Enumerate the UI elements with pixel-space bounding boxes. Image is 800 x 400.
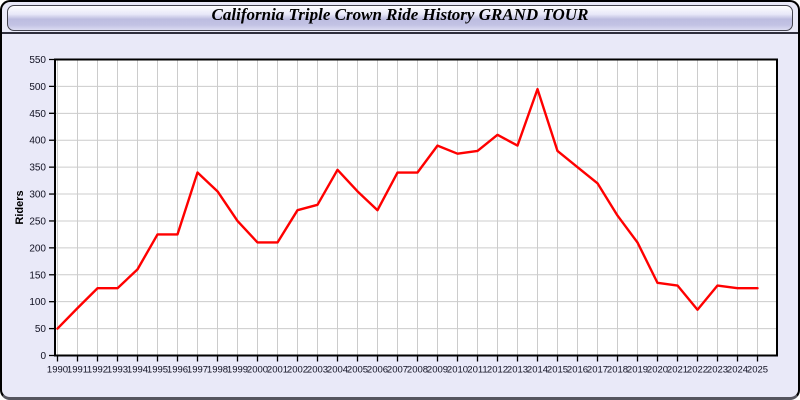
y-axis-tick-label: 450 — [29, 109, 46, 120]
x-axis-tick-label: 2005 — [347, 365, 368, 376]
y-axis-tick-label: 300 — [29, 190, 46, 201]
x-axis-tick-label: 2019 — [627, 365, 648, 376]
x-axis-tick-label: 2002 — [287, 365, 308, 376]
x-axis-tick-label: 2014 — [527, 365, 548, 376]
x-axis-tick-label: 2020 — [647, 365, 668, 376]
x-axis-tick-label: 2008 — [407, 365, 428, 376]
x-axis-tick-label: 2012 — [487, 365, 508, 376]
x-axis-tick-label: 2009 — [427, 365, 448, 376]
y-axis-tick-label: 500 — [29, 82, 46, 93]
x-axis-tick-label: 1991 — [67, 365, 88, 376]
y-axis-tick-label: 550 — [29, 55, 46, 66]
y-axis-tick-label: 100 — [29, 297, 46, 308]
x-axis-tick-label: 1996 — [167, 365, 188, 376]
title-divider — [2, 32, 798, 34]
y-axis-tick-label: 50 — [35, 324, 47, 335]
x-axis-tick-label: 2022 — [687, 365, 708, 376]
x-axis-tick-label: 2024 — [727, 365, 748, 376]
x-axis-tick-label: 2015 — [547, 365, 568, 376]
x-axis-tick-label: 2000 — [247, 365, 268, 376]
x-axis-tick-label: 2011 — [467, 365, 487, 376]
x-axis-tick-label: 2006 — [367, 365, 388, 376]
x-axis-tick-label: 2007 — [387, 365, 408, 376]
x-axis-tick-label: 2016 — [567, 365, 588, 376]
y-axis-title: Riders — [14, 190, 26, 224]
y-axis-tick-label: 0 — [40, 351, 46, 362]
x-axis-tick-label: 1990 — [47, 365, 68, 376]
y-axis-tick-label: 150 — [29, 270, 46, 281]
x-axis-tick-label: 2018 — [607, 365, 628, 376]
x-axis-tick-label: 1993 — [107, 365, 128, 376]
x-axis-tick-label: 1999 — [227, 365, 248, 376]
riders-data-line — [56, 87, 759, 330]
title-bar — [7, 5, 793, 31]
x-axis-tick-label: 2013 — [507, 365, 528, 376]
x-axis-tick-label: 1994 — [127, 365, 148, 376]
y-axis-tick-label: 250 — [29, 216, 46, 227]
x-axis-tick-label: 1992 — [87, 365, 108, 376]
plot-background — [55, 59, 777, 356]
x-axis-tick-label: 2023 — [707, 365, 728, 376]
x-axis-tick-label: 2021 — [667, 365, 688, 376]
chart-title: California Triple Crown Ride History GRA… — [211, 5, 589, 24]
x-axis-tick-label: 1998 — [207, 365, 228, 376]
x-axis-tick-label: 1995 — [147, 365, 168, 376]
y-axis-tick-label: 400 — [29, 136, 46, 147]
plot-frame — [54, 58, 778, 357]
x-axis-tick-label: 2010 — [447, 365, 468, 376]
x-axis-tick-label: 2004 — [327, 365, 348, 376]
y-axis-tick-label: 200 — [29, 243, 46, 254]
x-axis-tick-label: 1997 — [187, 365, 208, 376]
x-axis-tick-label: 2017 — [587, 365, 608, 376]
y-axis-tick-label: 350 — [29, 163, 46, 174]
x-axis-tick-label: 2001 — [267, 365, 288, 376]
x-axis-tick-label: 2003 — [307, 365, 328, 376]
x-axis-tick-label: 2025 — [747, 365, 768, 376]
